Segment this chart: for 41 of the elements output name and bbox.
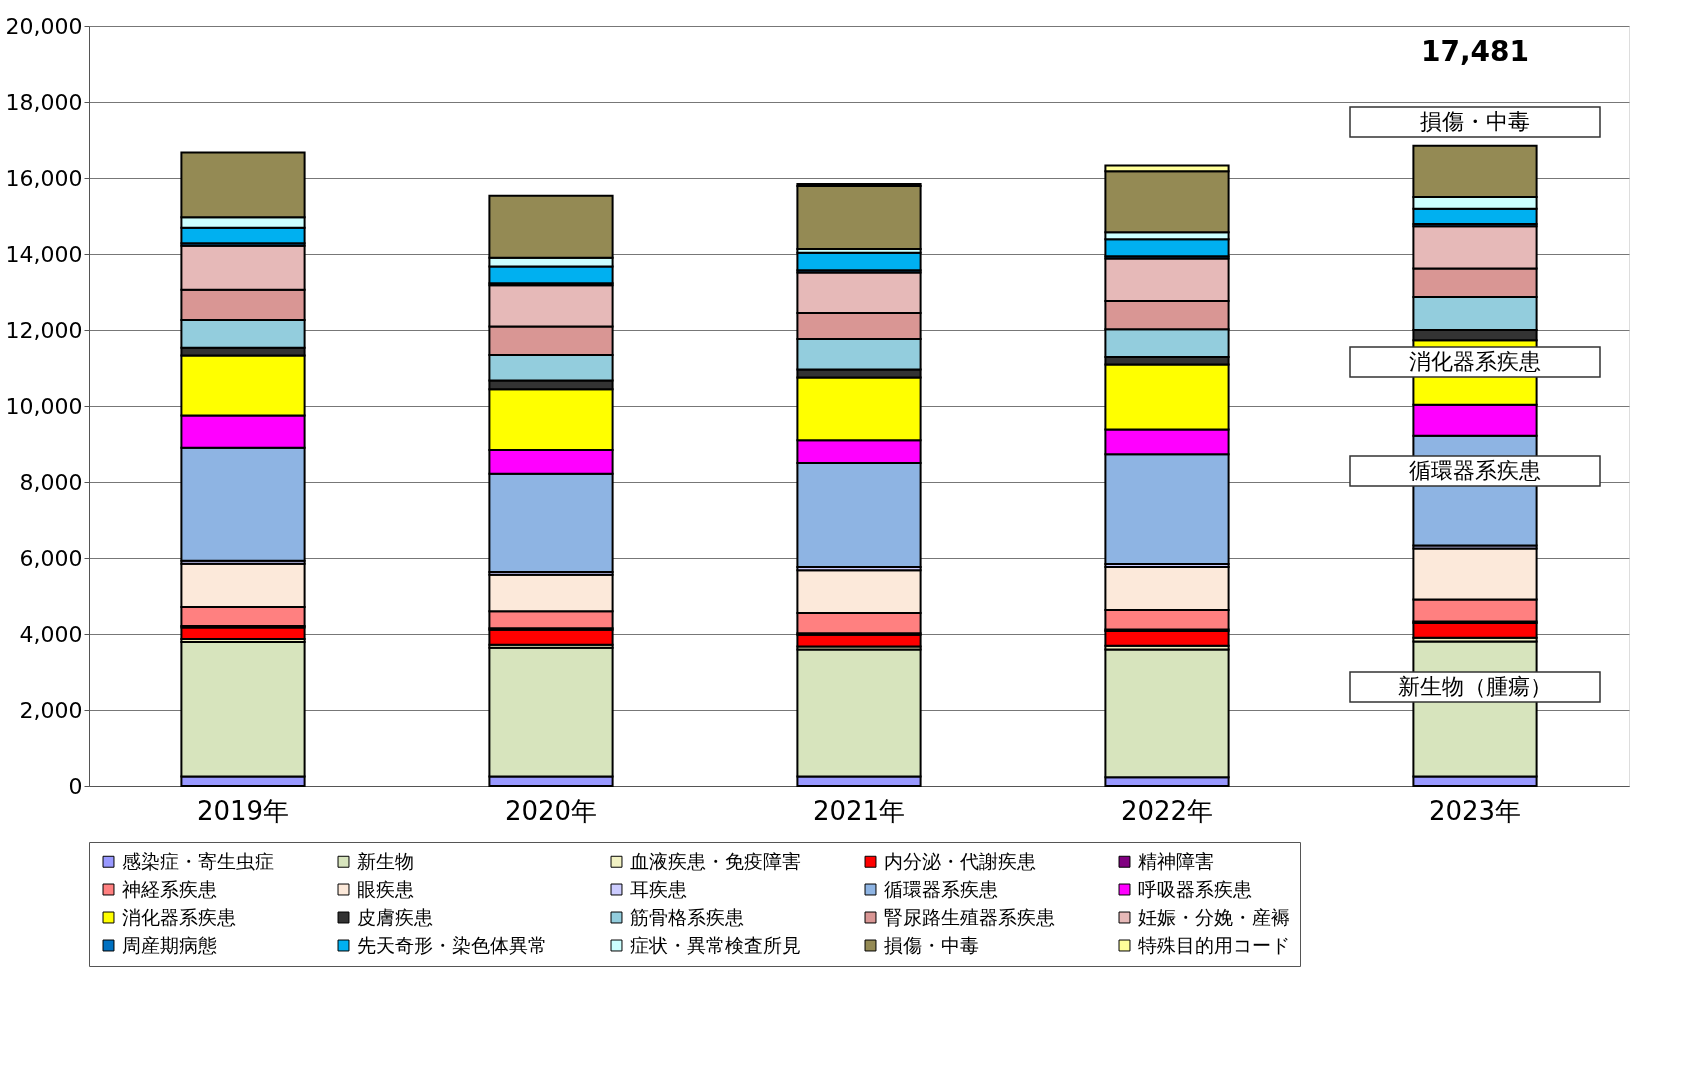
legend-label: 眼疾患 bbox=[357, 877, 414, 900]
legend-label: 呼吸器系疾患 bbox=[1138, 877, 1252, 900]
annotation: 循環器系疾患 bbox=[1409, 458, 1541, 483]
y-tick-label: 16,000 bbox=[5, 165, 83, 191]
y-tick-label: 18,000 bbox=[5, 89, 83, 115]
legend-label: 神経系疾患 bbox=[122, 877, 217, 900]
legend-label: 損傷・中毒 bbox=[884, 933, 979, 956]
annotation: 新生物（腫瘍） bbox=[1398, 674, 1552, 699]
y-tick-label: 8,000 bbox=[19, 469, 83, 495]
legend-label: 妊娠・分娩・産褥 bbox=[1138, 905, 1290, 928]
y-tick-label: 14,000 bbox=[5, 241, 83, 267]
legend-label: 皮膚疾患 bbox=[357, 905, 433, 928]
legend-label: 耳疾患 bbox=[630, 877, 687, 900]
legend-label: 新生物 bbox=[357, 849, 414, 872]
legend-label: 感染症・寄生虫症 bbox=[122, 849, 274, 872]
legend-label: 先天奇形・染色体異常 bbox=[357, 933, 547, 956]
legend-label: 循環器系疾患 bbox=[884, 877, 998, 900]
y-tick-label: 2,000 bbox=[19, 697, 83, 723]
legend-label: 特殊目的用コード bbox=[1138, 933, 1290, 956]
legend-label: 周産期病態 bbox=[122, 933, 217, 956]
x-tick-label: 2023年 bbox=[1428, 795, 1522, 826]
legend-label: 症状・異常検査所見 bbox=[630, 933, 801, 956]
legend-label: 消化器系疾患 bbox=[122, 905, 236, 928]
legend-label: 精神障害 bbox=[1138, 849, 1214, 872]
legend-label: 筋骨格系疾患 bbox=[630, 905, 744, 928]
annotation: 消化器系疾患 bbox=[1409, 349, 1541, 374]
legend-label: 内分泌・代謝疾患 bbox=[884, 849, 1036, 872]
y-tick-label: 0 bbox=[68, 773, 83, 799]
x-tick-label: 2021年 bbox=[812, 795, 906, 826]
y-tick-label: 6,000 bbox=[19, 545, 83, 571]
x-tick-label: 2020年 bbox=[504, 795, 598, 826]
x-tick-label: 2022年 bbox=[1120, 795, 1214, 826]
y-tick-label: 12,000 bbox=[5, 317, 83, 343]
legend-label: 腎尿路生殖器系疾患 bbox=[884, 905, 1055, 928]
annotation: 17,481 bbox=[1420, 35, 1530, 68]
y-tick-label: 20,000 bbox=[5, 13, 83, 39]
annotation: 損傷・中毒 bbox=[1420, 109, 1530, 134]
x-tick-label: 2019年 bbox=[196, 795, 290, 826]
legend-label: 血液疾患・免疫障害 bbox=[630, 849, 801, 872]
y-tick-label: 4,000 bbox=[19, 621, 83, 647]
y-tick-label: 10,000 bbox=[5, 393, 83, 419]
